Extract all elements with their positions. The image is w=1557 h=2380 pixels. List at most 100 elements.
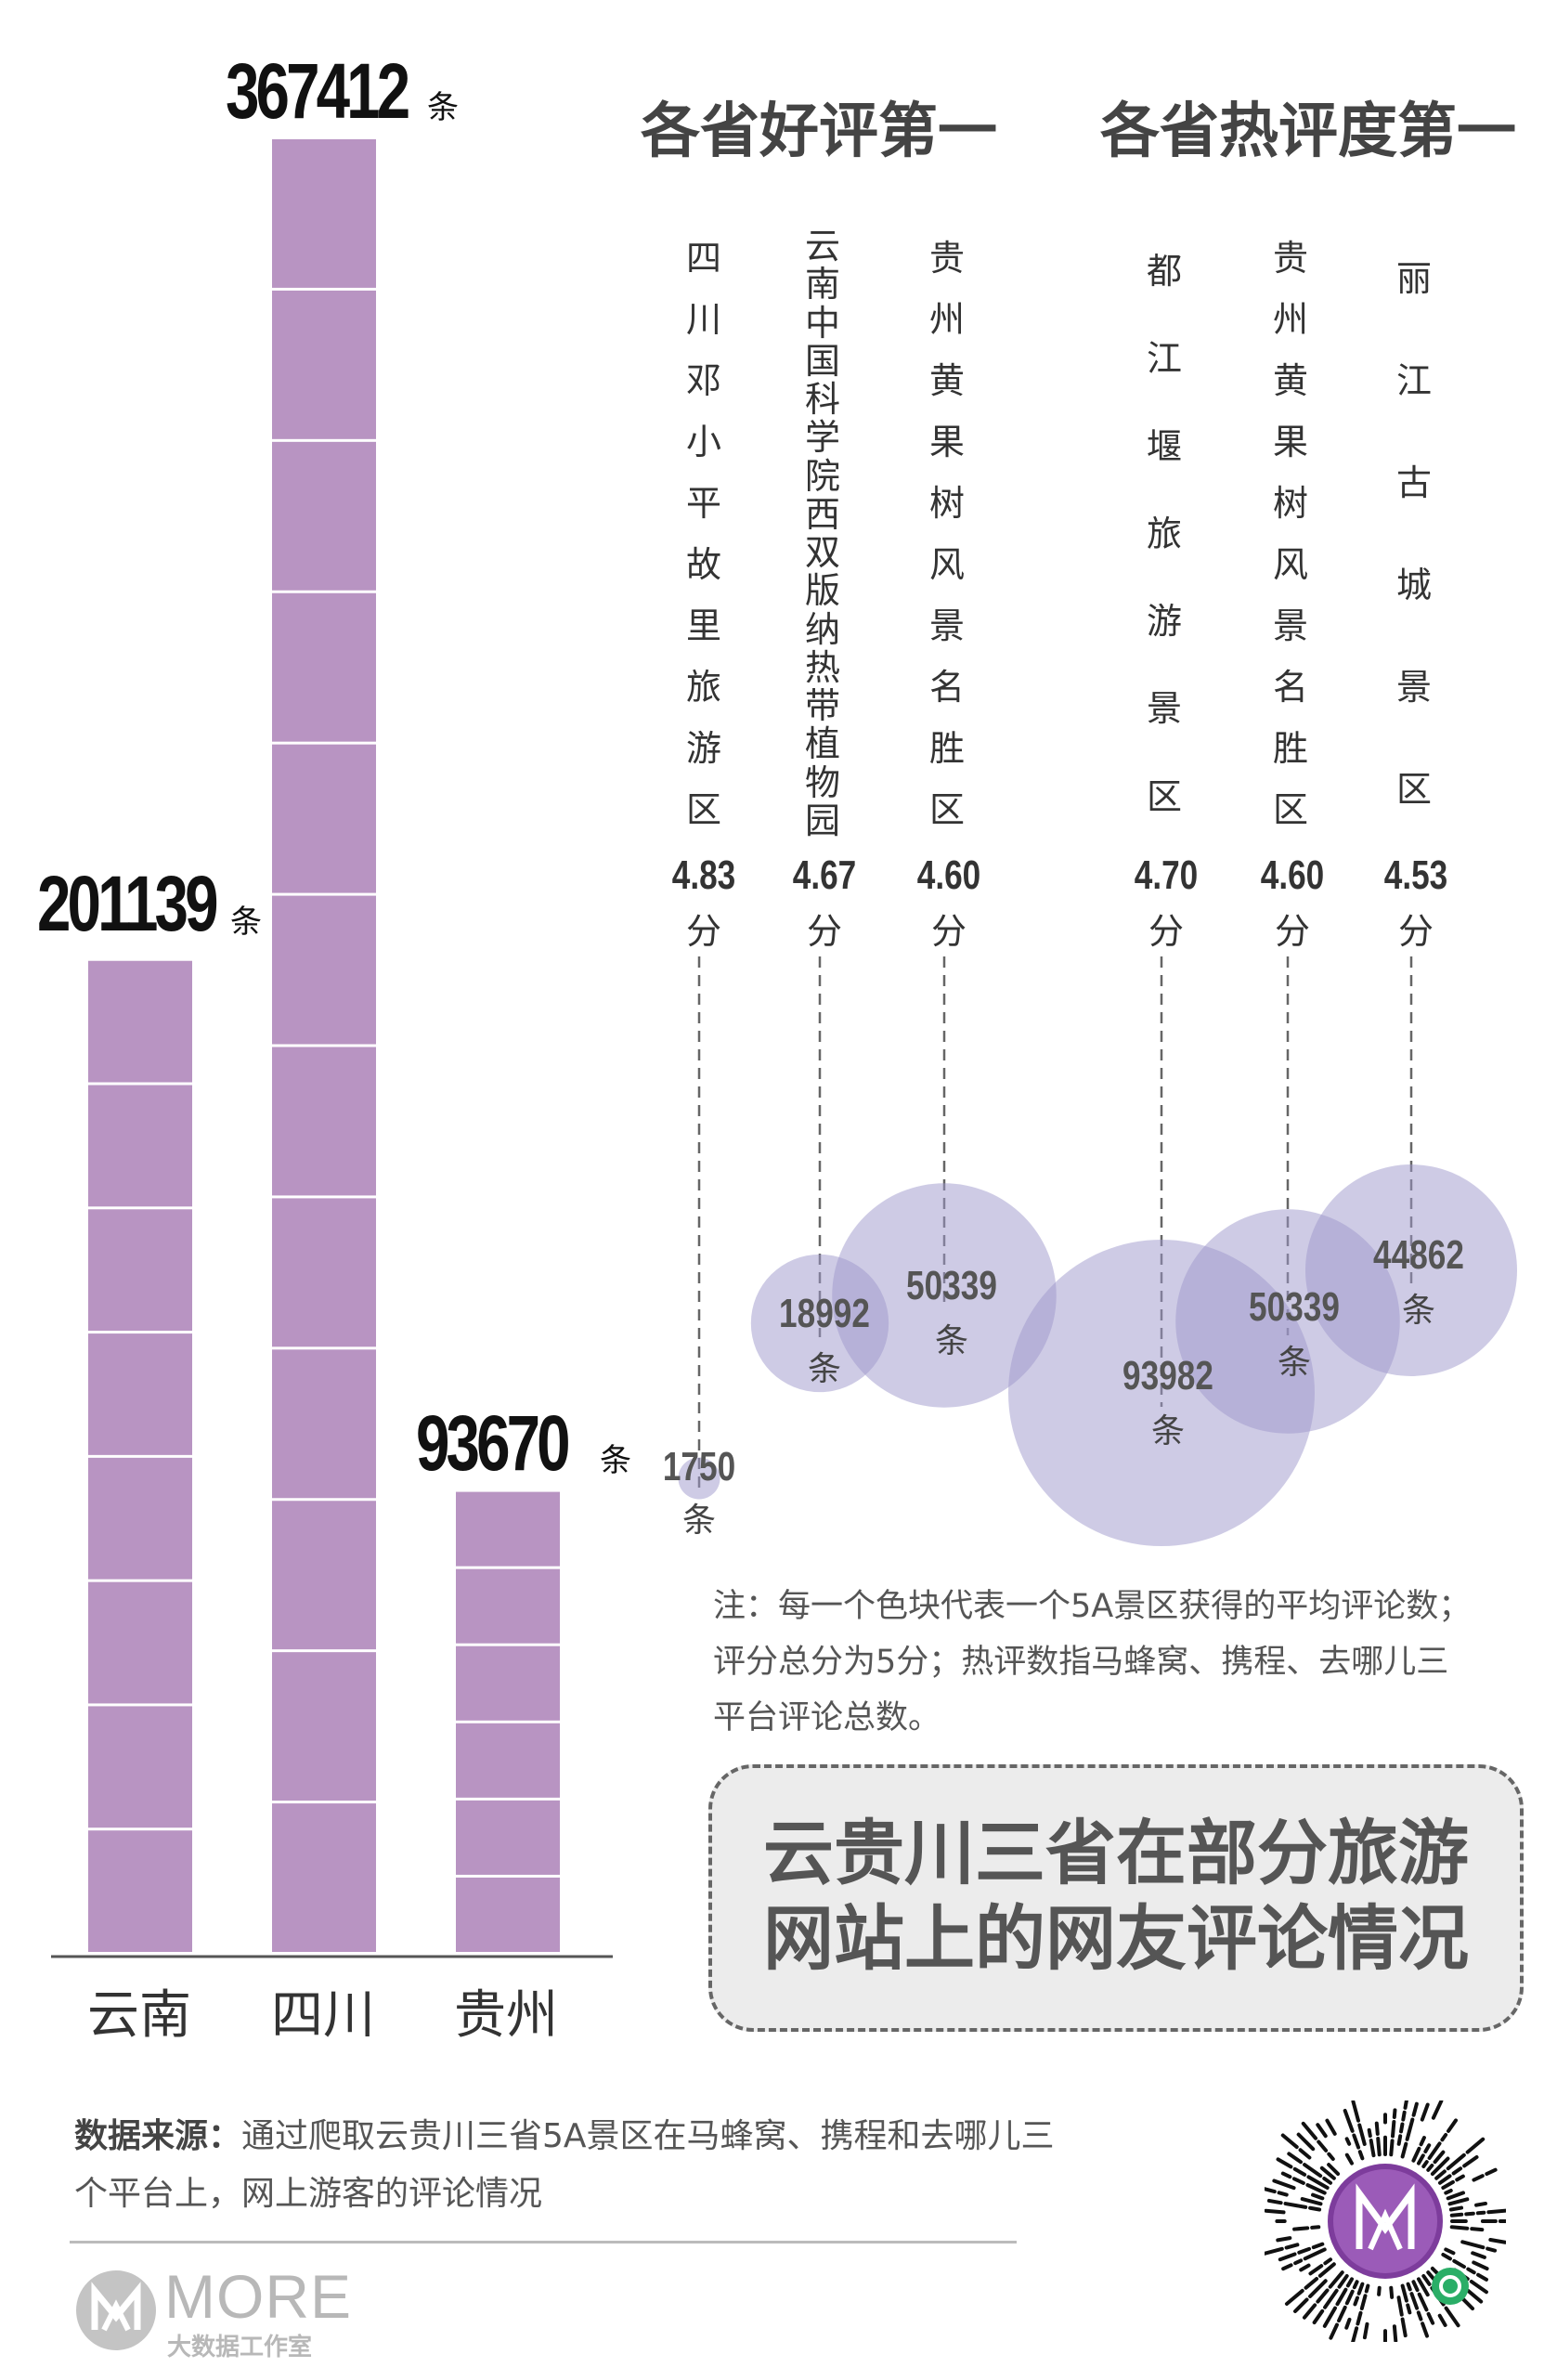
chart-note: 注：每一个色块代表一个5A景区获得的平均评论数； 评分总分为5分；热评数指马蜂窝… <box>713 1579 1530 1746</box>
scenic-name-char: 里 <box>685 605 721 646</box>
bar-unit-guizhou: 条 <box>600 1442 631 1479</box>
bar-unit-yunnan: 条 <box>230 904 262 941</box>
source-line-2: 个平台上，网上游客的评论情况 <box>74 2175 543 2213</box>
score-unit-lijiang: 分 <box>1397 911 1434 952</box>
title-box: 云贵川三省在部分旅游 网站上的网友评论情况 <box>708 1764 1524 2032</box>
note-line: 评分总分为5分；热评数指马蜂窝、携程、去哪儿三 <box>713 1644 1449 1681</box>
scenic-name-char: 贵 <box>1272 238 1308 279</box>
scenic-name-char: 州 <box>1272 299 1308 340</box>
bubble-deng-xiaoping <box>678 1457 720 1500</box>
bubble-value-deng-xiaoping: 1750 <box>662 1444 736 1489</box>
bar-value-label-guizhou: 93670 <box>416 1399 571 1487</box>
miniprogram-qr-icon[interactable] <box>1265 2100 1506 2342</box>
scenic-name-char: 故 <box>685 544 721 585</box>
score-lijiang: 4.53 <box>1383 852 1448 898</box>
bubble-unit-huangguoshu-2: 条 <box>1277 1344 1311 1382</box>
bar-block-云南 <box>88 1333 192 1455</box>
scenic-name-xishuangbanna-garden: 云南中国科学院西双版纳热带植物园 <box>795 227 850 841</box>
scenic-name-char: 物 <box>804 761 840 803</box>
title-line-2: 网站上的网友评论情况 <box>763 1897 1469 1980</box>
section-title-most-reviewed: 各省热评度第一 <box>1100 98 1516 166</box>
bar-block-云南 <box>88 1209 192 1332</box>
scenic-name-deng-xiaoping: 四川邓小平故里旅游区 <box>676 228 732 840</box>
scenic-name-char: 景 <box>1395 667 1432 708</box>
scenic-name-char: 古 <box>1395 462 1432 503</box>
scenic-name-char: 区 <box>685 789 721 830</box>
score-xishuangbanna-garden: 4.67 <box>792 852 857 898</box>
bar-block-云南 <box>88 1830 192 1952</box>
score-dujiangyan: 4.70 <box>1134 852 1199 898</box>
bar-block-四川 <box>272 290 376 439</box>
bar-block-四川 <box>272 1652 376 1801</box>
scenic-name-char: 川 <box>685 299 721 340</box>
scenic-name-char: 景 <box>1146 688 1182 730</box>
scenic-name-char: 旅 <box>1146 513 1182 554</box>
scenic-name-char: 丽 <box>1395 258 1432 299</box>
bar-unit-sichuan: 条 <box>427 89 459 126</box>
bar-block-四川 <box>272 139 376 288</box>
scenic-name-char: 胜 <box>928 728 965 769</box>
page-title: 云贵川三省在部分旅游 网站上的网友评论情况 <box>712 1811 1520 1982</box>
bubble-value-huangguoshu-1: 50339 <box>906 1263 997 1308</box>
scenic-name-char: 小 <box>685 422 721 462</box>
title-line-1: 云贵川三省在部分旅游 <box>763 1812 1469 1894</box>
bubble-value-huangguoshu-2: 50339 <box>1249 1284 1340 1330</box>
scenic-name-char: 城 <box>1395 565 1432 605</box>
note-line: 注：每一个色块代表一个5A景区获得的平均评论数； <box>713 1588 1472 1625</box>
bubble-unit-huangguoshu-1: 条 <box>934 1322 968 1360</box>
score-huangguoshu-2: 4.60 <box>1260 852 1325 898</box>
category-label-sichuan: 四川 <box>271 1985 375 2046</box>
bar-block-贵州 <box>456 1645 560 1721</box>
scenic-name-char: 游 <box>685 728 721 769</box>
scenic-name-char: 区 <box>1272 789 1308 830</box>
scenic-name-char: 国 <box>804 340 840 382</box>
scenic-name-char: 园 <box>804 800 840 841</box>
scenic-name-char: 树 <box>1272 483 1308 524</box>
scenic-name-char: 树 <box>928 483 965 524</box>
scenic-name-char: 植 <box>804 723 840 765</box>
score-unit-deng-xiaoping: 分 <box>685 911 721 952</box>
score-unit-xishuangbanna-garden: 分 <box>806 911 842 952</box>
scenic-name-char: 邓 <box>685 360 721 401</box>
scenic-name-char: 风 <box>1272 544 1308 585</box>
scenic-name-char: 区 <box>1146 775 1182 817</box>
scenic-name-char: 江 <box>1146 338 1182 380</box>
scenic-name-char: 双 <box>804 532 840 573</box>
scenic-name-char: 名 <box>1272 667 1308 708</box>
bubble-unit-xishuangbanna-garden: 条 <box>807 1350 841 1388</box>
scenic-name-char: 名 <box>928 667 965 708</box>
source-line-1: 数据来源：通过爬取云贵川三省5A景区在马蜂窝、携程和去哪儿三 <box>74 2108 1096 2165</box>
bar-block-四川 <box>272 1198 376 1347</box>
scenic-name-huangguoshu-1: 贵州黄果树风景名胜区 <box>919 228 975 840</box>
data-source: 数据来源：通过爬取云贵川三省5A景区在马蜂窝、携程和去哪儿三 个平台上，网上游客… <box>74 2108 1096 2223</box>
bubble-value-lijiang: 44862 <box>1373 1232 1464 1278</box>
scenic-name-char: 都 <box>1146 251 1182 292</box>
bar-value-label-yunnan: 201139 <box>37 860 219 947</box>
scenic-name-char: 黄 <box>1272 360 1308 401</box>
bar-block-四川 <box>272 441 376 591</box>
logo-text: MORE <box>164 2262 352 2331</box>
bar-block-云南 <box>88 1085 192 1207</box>
scenic-name-char: 区 <box>928 789 965 830</box>
scenic-name-char: 区 <box>1395 769 1432 810</box>
scenic-name-char: 纳 <box>804 608 840 650</box>
category-label-yunnan: 云南 <box>87 1985 191 2046</box>
scenic-name-char: 堰 <box>1146 425 1182 467</box>
scenic-name-char: 旅 <box>685 667 721 708</box>
scenic-name-char: 胜 <box>1272 728 1308 769</box>
scenic-name-char: 学 <box>804 417 840 459</box>
scenic-name-char: 平 <box>685 483 721 524</box>
bar-block-四川 <box>272 592 376 742</box>
scenic-name-char: 景 <box>1272 605 1308 646</box>
bubble-unit-dujiangyan: 条 <box>1150 1412 1185 1450</box>
bar-block-云南 <box>88 1457 192 1580</box>
more-logo: MORE 大数据工作室 <box>74 2261 371 2363</box>
scenic-name-char: 中 <box>804 302 840 344</box>
scenic-name-char: 西 <box>804 493 840 535</box>
scenic-name-char: 贵 <box>928 238 965 279</box>
bubble-huangguoshu-1 <box>832 1183 1057 1408</box>
scenic-name-char: 带 <box>804 685 840 726</box>
more-logo-icon <box>76 2270 156 2350</box>
bar-block-贵州 <box>456 1800 560 1875</box>
